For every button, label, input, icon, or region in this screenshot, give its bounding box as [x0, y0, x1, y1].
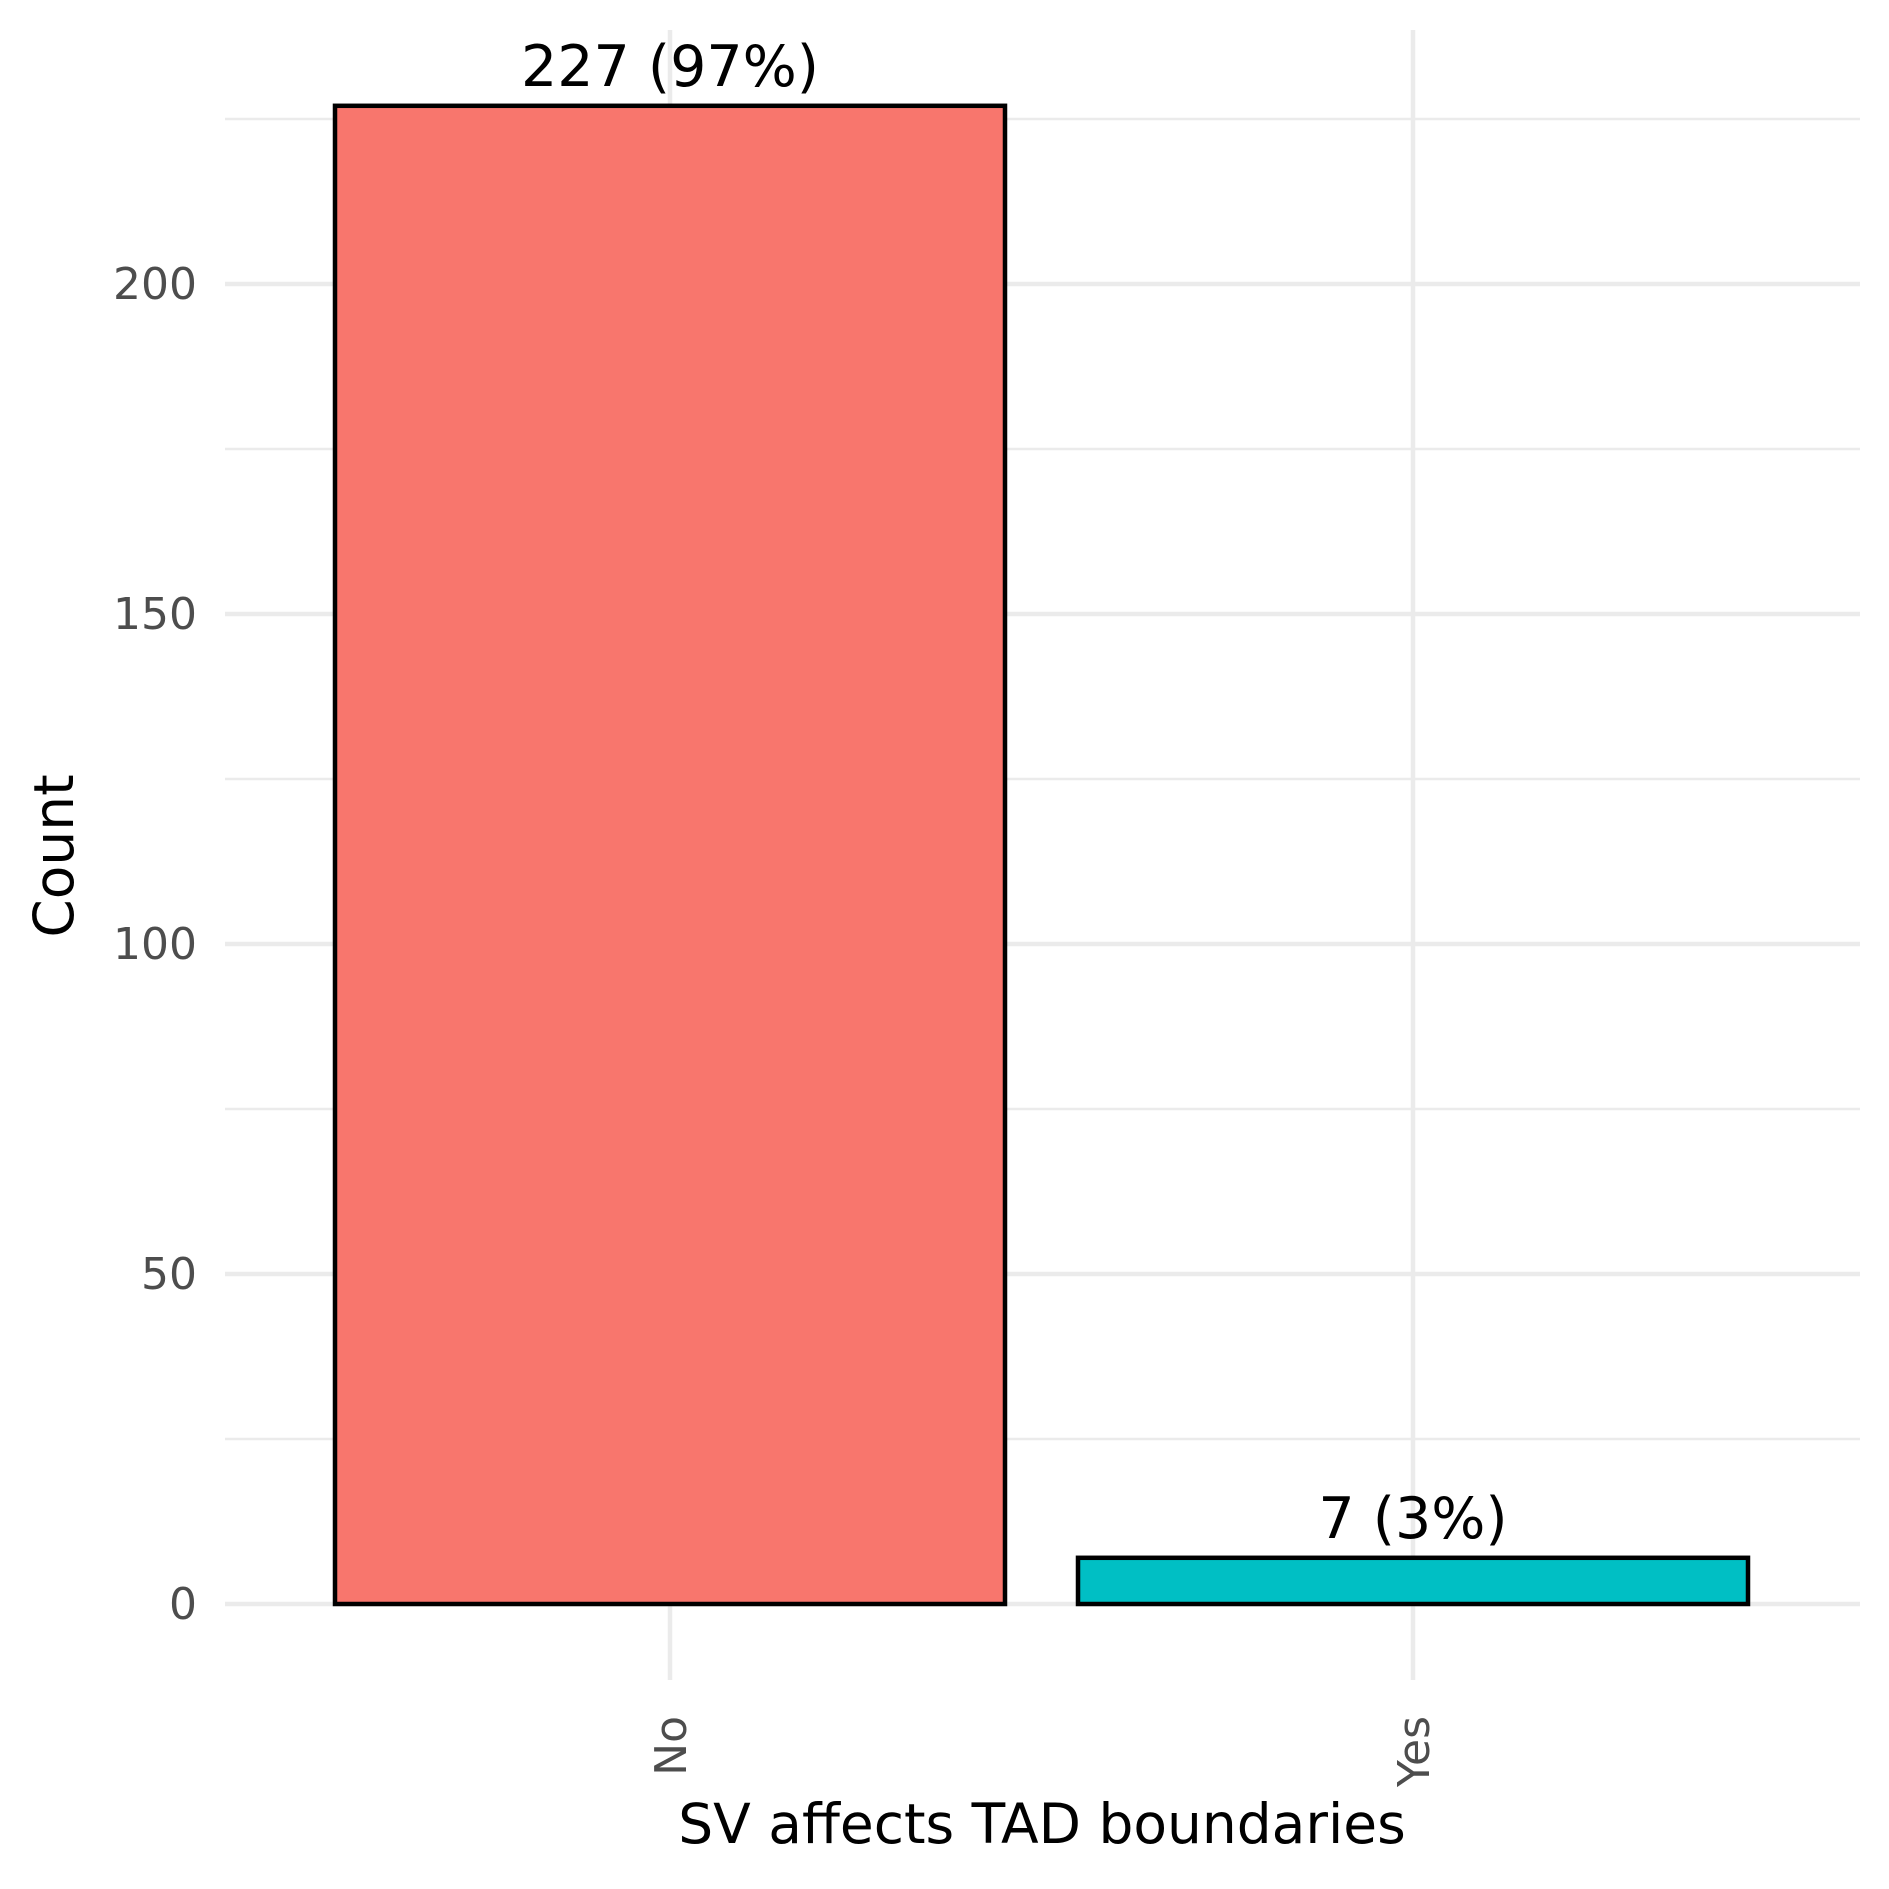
x-axis-ticks: No Yes	[646, 1716, 1440, 1788]
y-tick-label: 50	[141, 1249, 197, 1300]
data-label-yes: 7 (3%)	[1318, 1486, 1507, 1552]
x-tick-label-yes: Yes	[1389, 1716, 1440, 1788]
data-labels-layer: 227 (97%) 7 (3%)	[521, 34, 1508, 1552]
y-tick-label: 100	[113, 919, 197, 970]
bars-layer	[332, 103, 1751, 1607]
y-tick-label: 0	[169, 1579, 197, 1630]
y-axis-title: Count	[22, 774, 86, 937]
y-axis-ticks: 0 50 100 150 200	[113, 259, 197, 1630]
bar-no	[332, 103, 1008, 1607]
y-tick-label: 200	[113, 259, 197, 310]
data-label-no: 227 (97%)	[521, 34, 819, 100]
x-axis-title: SV affects TAD boundaries	[678, 1792, 1405, 1856]
x-tick-label-no: No	[646, 1716, 697, 1776]
bar-yes	[1075, 1555, 1751, 1607]
y-tick-label: 150	[113, 589, 197, 640]
